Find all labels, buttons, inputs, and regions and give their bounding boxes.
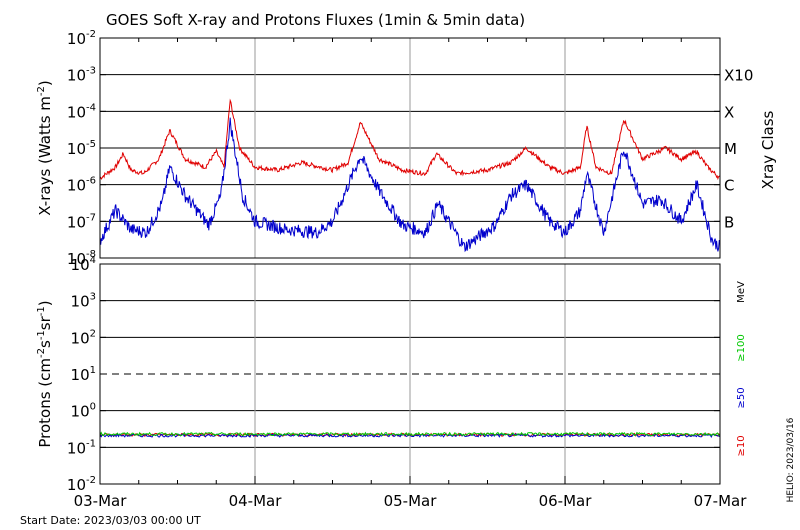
xray-class-labels: X10 X M CB bbox=[724, 67, 753, 232]
x-tick-label: 05-Mar bbox=[384, 492, 438, 510]
proton-y-tick-label: 10-1 bbox=[67, 438, 96, 457]
proton-series-green bbox=[99, 431, 721, 437]
xray-y-tick-label: 10-8 bbox=[67, 249, 96, 268]
proton-y-axis-label: Protons (cm-2s-1sr-1) bbox=[36, 300, 54, 447]
xray-grid bbox=[100, 38, 720, 258]
proton-grid bbox=[100, 264, 720, 484]
proton-y-tick-label: 10-2 bbox=[67, 475, 96, 494]
proton-units-label: MeV bbox=[736, 281, 747, 303]
xray-class-label: X bbox=[724, 103, 734, 121]
x-tick-label: 07-Mar bbox=[694, 492, 748, 510]
xray-class-label: C bbox=[724, 177, 734, 195]
xray-y-tick-label: 10-3 bbox=[67, 66, 96, 85]
xray-y-ticks: 10-2 10-3 10-4 10-5 10-6 10-7 10-8 bbox=[67, 29, 720, 268]
proton-y-tick-label: 100 bbox=[71, 402, 96, 421]
chart-title: GOES Soft X-ray and Protons Fluxes (1min… bbox=[106, 11, 525, 29]
xray-class-label: M bbox=[724, 140, 737, 158]
xray-class-label: X10 bbox=[724, 67, 753, 85]
xray-series-red bbox=[99, 98, 721, 181]
proton-y-tick-label: 103 bbox=[71, 292, 96, 311]
x-tick-label: 06-Mar bbox=[539, 492, 593, 510]
proton-y-tick-label: 101 bbox=[71, 365, 96, 384]
xray-series bbox=[99, 98, 721, 253]
proton-legend-50: ≥50 bbox=[736, 387, 747, 408]
xray-panel: 10-2 10-3 10-4 10-5 10-6 10-7 10-8 X10 X M CB X-r… bbox=[36, 29, 777, 268]
start-date-label: Start Date: 2023/03/03 00:00 UT bbox=[20, 514, 201, 527]
xray-class-label: B bbox=[724, 213, 734, 231]
proton-panel: 104 103 102 101 100 10-1 10-2 Protons (cm-2s-1… bbox=[36, 255, 747, 494]
proton-y-tick-label: 102 bbox=[71, 328, 96, 347]
xray-class-axis-label: Xray Class bbox=[759, 110, 777, 189]
xray-y-tick-label: 10-2 bbox=[67, 29, 96, 48]
proton-legend-10: ≥10 bbox=[736, 435, 747, 456]
credit-label: HELIO: 2023/03/16 bbox=[786, 417, 796, 502]
xray-y-tick-label: 10-5 bbox=[67, 139, 96, 158]
proton-y-tick-label: 104 bbox=[71, 255, 96, 274]
proton-y-ticks: 104 103 102 101 100 10-1 10-2 bbox=[67, 255, 720, 494]
xray-series-blue bbox=[99, 117, 721, 253]
x-tick-label: 04-Mar bbox=[229, 492, 283, 510]
xray-y-tick-label: 10-6 bbox=[67, 176, 96, 195]
x-tick-label: 03-Mar bbox=[74, 492, 128, 510]
xray-y-tick-label: 10-7 bbox=[67, 212, 96, 231]
xray-y-tick-label: 10-4 bbox=[67, 102, 96, 121]
proton-legend-100: ≥100 bbox=[736, 334, 747, 361]
xray-y-axis-label: X-rays (Watts m-2) bbox=[36, 80, 54, 215]
proton-series bbox=[99, 431, 721, 438]
x-axis-ticks: 03-Mar 04-Mar 05-Mar 06-Mar 07-Mar bbox=[74, 38, 748, 510]
